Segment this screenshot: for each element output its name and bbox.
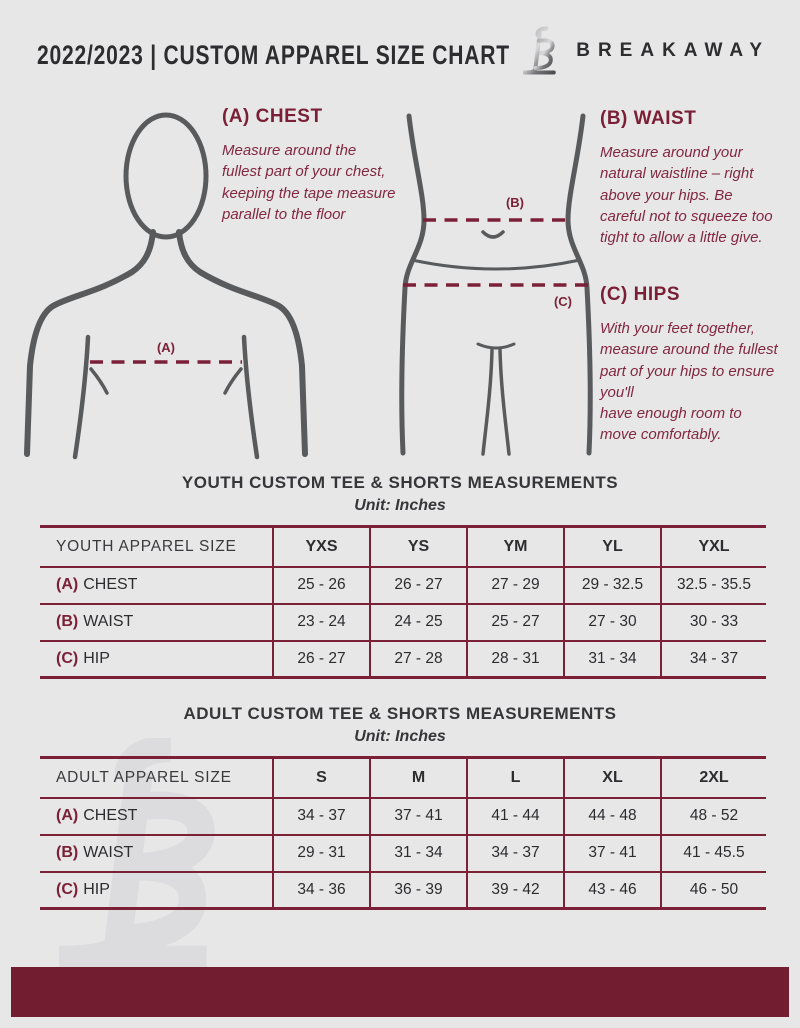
cell-value: 34 - 37	[272, 797, 370, 835]
table-row-hip: (C) HIP 26 - 27 27 - 28 28 - 31 31 - 34 3…	[40, 640, 766, 678]
adult-table-title: ADULT CUSTOM TEE & SHORTS MEASUREMENTS	[183, 704, 617, 723]
adult-size-col-header: ADULT APPAREL SIZE	[56, 768, 232, 786]
cell-value: 31 - 34	[369, 834, 467, 872]
table-row-hip: (C) HIP 34 - 36 36 - 39 39 - 42 43 - 46 4…	[40, 871, 766, 909]
cell-value: 28 - 31	[466, 640, 564, 678]
row-prefix: (A)	[56, 807, 79, 824]
table-row-chest: (A) CHEST 25 - 26 26 - 27 27 - 29 29 - 32…	[40, 566, 766, 604]
measurement-diagram: (A) (A) CHEST Measure around the fullest…	[0, 100, 800, 466]
lower-body-figure-icon: (B) (C)	[399, 113, 593, 456]
row-prefix: (C)	[56, 880, 79, 898]
col-header-s: S	[272, 757, 370, 798]
cell-value: 34 - 37	[660, 640, 766, 678]
cell-value: 34 - 36	[272, 871, 370, 909]
youth-size-table: YOUTH APPAREL SIZE YXS YS YM YL YXL (A) C…	[40, 525, 766, 679]
col-header-xl: XL	[563, 757, 661, 798]
hips-note: (C) HIPS With your feet together, measur…	[600, 284, 782, 446]
row-label: CHEST	[83, 576, 138, 593]
youth-table-unit: Unit: Inches	[354, 497, 446, 514]
hips-heading: (C) HIPS	[600, 284, 680, 305]
cell-value: 41 - 44	[466, 797, 564, 835]
hips-description: With your feet together, measure around …	[600, 320, 778, 444]
cell-value: 37 - 41	[369, 797, 467, 835]
cell-value: 29 - 32.5	[563, 566, 661, 604]
row-label: HIP	[83, 880, 110, 898]
youth-size-col-header: YOUTH APPAREL SIZE	[56, 537, 237, 555]
cell-value: 25 - 27	[466, 603, 564, 641]
col-header-yxl: YXL	[660, 526, 766, 567]
adult-table-unit: Unit: Inches	[354, 728, 446, 745]
table-header-row: ADULT APPAREL SIZE S M L XL 2XL	[40, 757, 766, 798]
col-header-yl: YL	[563, 526, 661, 567]
chest-note: (A) CHEST Measure around the fullest par…	[222, 106, 398, 225]
cell-value: 41 - 45.5	[660, 834, 766, 872]
col-header-ys: YS	[369, 526, 467, 567]
brand-block: BREAKAWAY	[519, 26, 770, 75]
col-header-2xl: 2XL	[660, 757, 766, 798]
cell-value: 25 - 26	[272, 566, 370, 604]
cell-value: 27 - 29	[466, 566, 564, 604]
row-prefix: (C)	[56, 649, 79, 667]
cell-value: 43 - 46	[563, 871, 661, 909]
chest-heading: (A) CHEST	[222, 106, 323, 127]
footer-accent-bar	[11, 967, 789, 1017]
row-label: WAIST	[83, 613, 134, 630]
waist-line-label: (B)	[506, 195, 524, 210]
table-row-chest: (A) CHEST 34 - 37 37 - 41 41 - 44 44 - 48…	[40, 797, 766, 835]
col-header-yxs: YXS	[272, 526, 370, 567]
row-prefix: (A)	[56, 576, 79, 593]
cell-value: 26 - 27	[272, 640, 370, 678]
waist-heading: (B) WAIST	[600, 108, 697, 129]
cell-value: 26 - 27	[369, 566, 467, 604]
table-header-row: YOUTH APPAREL SIZE YXS YS YM YL YXL	[40, 526, 766, 567]
cell-value: 30 - 33	[660, 603, 766, 641]
col-header-m: M	[369, 757, 467, 798]
row-label: HIP	[83, 649, 110, 667]
row-label: WAIST	[83, 844, 134, 861]
brand-name: BREAKAWAY	[576, 39, 770, 61]
cell-value: 46 - 50	[660, 871, 766, 909]
youth-table-title: YOUTH CUSTOM TEE & SHORTS MEASUREMENTS	[181, 473, 619, 492]
chest-description: Measure around the fullest part of your …	[222, 142, 396, 223]
adult-size-section: ADULT CUSTOM TEE & SHORTS MEASUREMENTS U…	[0, 704, 800, 910]
cell-value: 27 - 30	[563, 603, 661, 641]
cell-value: 31 - 34	[563, 640, 661, 678]
cell-value: 29 - 31	[272, 834, 370, 872]
cell-value: 36 - 39	[369, 871, 467, 909]
row-prefix: (B)	[56, 844, 79, 861]
youth-size-section: YOUTH CUSTOM TEE & SHORTS MEASUREMENTS U…	[0, 473, 800, 679]
cell-value: 24 - 25	[369, 603, 467, 641]
waist-note: (B) WAIST Measure around your natural wa…	[600, 108, 780, 248]
row-prefix: (B)	[56, 613, 79, 630]
col-header-ym: YM	[466, 526, 564, 567]
page-title: 2022/2023 | CUSTOM APPAREL SIZE CHART	[37, 40, 510, 70]
waist-description: Measure around your natural waistline – …	[600, 144, 773, 247]
cell-value: 48 - 52	[660, 797, 766, 835]
cell-value: 32.5 - 35.5	[660, 566, 766, 604]
upper-body-figure-icon: (A)	[24, 112, 308, 460]
cell-value: 39 - 42	[466, 871, 564, 909]
breakaway-b-logo-icon	[523, 26, 556, 75]
table-row-waist: (B) WAIST 29 - 31 31 - 34 34 - 37 37 - 41…	[40, 834, 766, 872]
cell-value: 37 - 41	[563, 834, 661, 872]
cell-value: 27 - 28	[369, 640, 467, 678]
adult-size-table: ADULT APPAREL SIZE S M L XL 2XL (A) CHEST…	[40, 756, 766, 910]
col-header-l: L	[466, 757, 564, 798]
hips-line-label: (C)	[554, 294, 572, 309]
chest-line-label: (A)	[157, 340, 175, 355]
cell-value: 44 - 48	[563, 797, 661, 835]
cell-value: 34 - 37	[466, 834, 564, 872]
row-label: CHEST	[83, 807, 138, 824]
table-row-waist: (B) WAIST 23 - 24 24 - 25 25 - 27 27 - 30…	[40, 603, 766, 641]
cell-value: 23 - 24	[272, 603, 370, 641]
